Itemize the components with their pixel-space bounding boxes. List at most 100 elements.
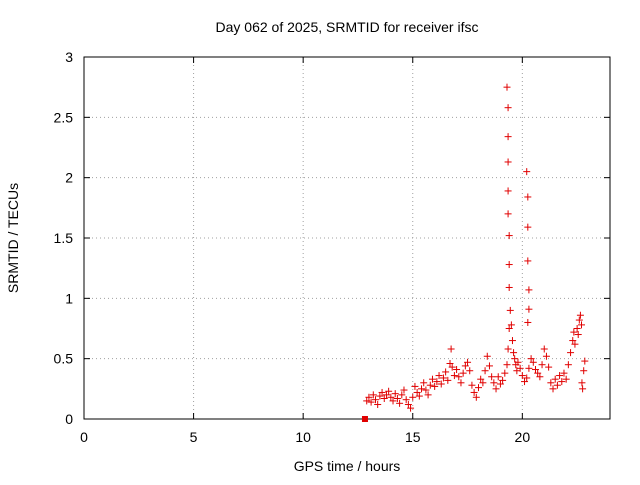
data-point: [504, 133, 512, 141]
data-point: [455, 373, 463, 381]
data-point: [506, 306, 514, 314]
data-point: [503, 361, 511, 369]
data-point: [510, 349, 518, 357]
data-point: [485, 362, 493, 370]
data-point: [490, 379, 498, 387]
data-point: [446, 359, 454, 367]
data-point: [545, 363, 553, 371]
data-point: [411, 382, 419, 390]
data-point: [558, 378, 566, 386]
data-point: [551, 375, 559, 383]
y-tick-label: 2.5: [54, 109, 74, 125]
data-point: [483, 352, 491, 360]
data-point: [374, 401, 382, 409]
data-point: [542, 352, 550, 360]
data-point: [534, 369, 542, 377]
tick-layer: [83, 56, 610, 420]
data-point: [503, 83, 511, 91]
data-point: [575, 316, 583, 324]
data-point: [571, 340, 579, 348]
data-point: [468, 381, 476, 389]
data-point: [562, 375, 570, 383]
data-point: [527, 355, 535, 363]
data-point: [424, 391, 432, 399]
data-point: [448, 363, 456, 371]
data-point: [492, 385, 500, 393]
data-point: [505, 261, 513, 269]
data-point: [404, 401, 412, 409]
data-point: [570, 328, 578, 336]
data-point: [459, 369, 467, 377]
data-point: [380, 394, 388, 402]
data-point: [496, 380, 504, 388]
y-tick-label: 1.5: [54, 230, 74, 246]
y-tick-label: 1: [65, 290, 73, 306]
data-point: [420, 379, 428, 387]
data-point: [402, 396, 410, 404]
x-tick-label: 0: [80, 429, 88, 445]
data-point: [580, 367, 588, 375]
data-point: [576, 311, 584, 319]
grid-layer: [84, 57, 610, 419]
data-point: [507, 321, 515, 329]
data-point: [521, 378, 529, 386]
data-point: [556, 372, 564, 380]
data-point: [442, 368, 450, 376]
data-point: [505, 325, 513, 332]
data-point: [525, 305, 533, 313]
data-point: [422, 386, 430, 394]
data-point: [529, 358, 537, 366]
data-point: [524, 193, 532, 201]
data-point: [431, 382, 439, 390]
data-point: [511, 355, 519, 363]
data-point: [477, 375, 485, 383]
data-point: [437, 380, 445, 388]
x-tick-label: 10: [295, 429, 311, 445]
data-point: [531, 366, 539, 374]
data-point: [361, 416, 368, 422]
data-point: [371, 396, 379, 404]
data-point: [505, 232, 513, 240]
data-point: [538, 361, 546, 369]
data-point: [549, 385, 557, 393]
data-point: [396, 399, 404, 407]
data-point: [578, 321, 586, 329]
data-point: [409, 393, 417, 401]
data-point: [553, 381, 561, 389]
data-point: [518, 372, 526, 380]
data-point: [418, 385, 426, 393]
data-point: [387, 393, 395, 401]
data-point: [365, 393, 373, 401]
data-point: [524, 223, 532, 231]
data-point: [369, 391, 377, 399]
data-point: [450, 372, 458, 380]
data-point: [504, 104, 512, 112]
data-point: [385, 387, 393, 395]
data-point: [389, 397, 397, 405]
data-point: [504, 345, 512, 353]
data-point: [378, 388, 386, 396]
data-point: [472, 393, 480, 401]
data-point: [536, 373, 544, 381]
x-tick-label: 5: [190, 429, 198, 445]
data-point: [367, 398, 375, 406]
data-point: [508, 337, 516, 345]
data-point: [547, 379, 555, 387]
data-point: [413, 388, 421, 396]
data-point: [382, 391, 390, 399]
data-point: [444, 376, 452, 384]
data-point: [407, 404, 415, 412]
plot-frame: [83, 56, 611, 420]
x-tick-label: 20: [515, 429, 531, 445]
data-point: [504, 187, 512, 195]
x-tick-label: 15: [405, 429, 421, 445]
data-point: [567, 349, 575, 357]
data-point: [479, 379, 487, 387]
x-axis-label: GPS time / hours: [294, 458, 401, 474]
data-point: [391, 390, 399, 398]
data-point: [447, 345, 455, 353]
data-point: [569, 337, 577, 345]
data-point: [573, 325, 581, 332]
data-point: [428, 375, 436, 383]
